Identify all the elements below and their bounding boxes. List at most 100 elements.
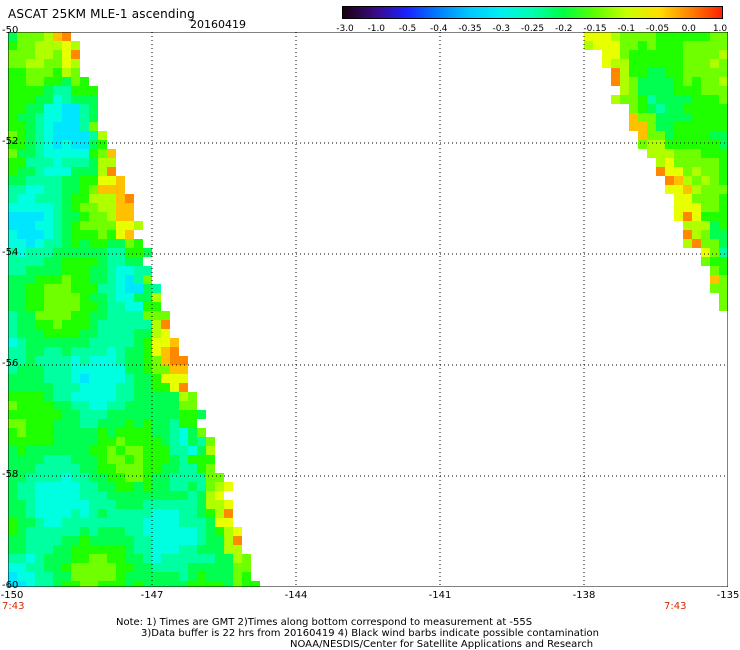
swath-cell	[71, 554, 80, 563]
swath-cell	[71, 428, 80, 437]
swath-cell	[125, 374, 134, 383]
swath-cell	[80, 509, 89, 518]
swath-cell	[89, 95, 98, 104]
swath-cell	[89, 356, 98, 365]
swath-cell	[71, 545, 80, 554]
swath-cell	[53, 50, 62, 59]
swath-cell	[8, 131, 17, 140]
swath-cell	[17, 572, 26, 581]
swath-cell	[215, 536, 224, 545]
swath-cell	[98, 419, 107, 428]
swath-cell	[107, 410, 116, 419]
swath-cell	[17, 239, 26, 248]
swath-cell	[692, 104, 701, 113]
swath-cell	[26, 446, 35, 455]
swath-cell	[98, 275, 107, 284]
swath-cell	[611, 95, 620, 104]
swath-cell	[107, 248, 116, 257]
swath-cell	[719, 140, 728, 149]
swath-cell	[656, 32, 665, 41]
swath-cell	[26, 194, 35, 203]
swath-cell	[62, 176, 71, 185]
longitude-label: -135	[716, 590, 740, 601]
swath-cell	[710, 266, 719, 275]
swath-cell	[71, 464, 80, 473]
swath-cell	[710, 68, 719, 77]
swath-cell	[215, 518, 224, 527]
swath-cell	[665, 95, 674, 104]
swath-cell	[26, 68, 35, 77]
swath-cell	[170, 392, 179, 401]
swath-cell	[143, 509, 152, 518]
swath-cell	[125, 536, 134, 545]
swath-cell	[161, 401, 170, 410]
swath-cell	[35, 158, 44, 167]
swath-cell	[26, 365, 35, 374]
swath-cell	[98, 239, 107, 248]
swath-cell	[98, 410, 107, 419]
swath-cell	[35, 104, 44, 113]
longitude-label: -144	[284, 590, 308, 601]
swath-cell	[692, 41, 701, 50]
swath-cell	[71, 491, 80, 500]
swath-cell	[89, 221, 98, 230]
swath-cell	[62, 419, 71, 428]
swath-cell	[62, 275, 71, 284]
swath-cell	[26, 230, 35, 239]
swath-cell	[44, 455, 53, 464]
swath-cell	[134, 374, 143, 383]
swath-cell	[26, 464, 35, 473]
swath-cell	[692, 194, 701, 203]
swath-cell	[125, 239, 134, 248]
swath-cell	[80, 437, 89, 446]
swath-cell	[134, 446, 143, 455]
swath-cell	[17, 275, 26, 284]
swath-cell	[197, 563, 206, 572]
swath-cell	[26, 347, 35, 356]
swath-cell	[152, 338, 161, 347]
color-scale-label: -0.05	[645, 24, 670, 34]
swath-cell	[8, 77, 17, 86]
swath-cell	[98, 221, 107, 230]
swath-cell	[44, 248, 53, 257]
swath-cell	[44, 500, 53, 509]
swath-cell	[26, 248, 35, 257]
swath-cell	[188, 392, 197, 401]
swath-cell	[35, 320, 44, 329]
swath-cell	[26, 95, 35, 104]
swath-cell	[35, 347, 44, 356]
swath-cell	[701, 41, 710, 50]
swath-cell	[620, 32, 629, 41]
swath-cell	[161, 536, 170, 545]
swath-cell	[35, 518, 44, 527]
swath-cell	[53, 311, 62, 320]
swath-cell	[80, 356, 89, 365]
swath-cell	[44, 158, 53, 167]
swath-cell	[53, 149, 62, 158]
swath-cell	[692, 212, 701, 221]
swath-cell	[8, 527, 17, 536]
swath-cell	[35, 32, 44, 41]
swath-cell	[116, 428, 125, 437]
swath-cell	[683, 221, 692, 230]
swath-cell	[62, 149, 71, 158]
swath-cell	[143, 437, 152, 446]
swath-cell	[44, 329, 53, 338]
swath-cell	[8, 59, 17, 68]
swath-cell	[125, 194, 134, 203]
swath-cell	[692, 140, 701, 149]
swath-cell	[44, 95, 53, 104]
swath-cell	[152, 428, 161, 437]
swath-cell	[161, 428, 170, 437]
swath-cell	[107, 365, 116, 374]
swath-cell	[692, 59, 701, 68]
swath-cell	[107, 230, 116, 239]
swath-cell	[53, 482, 62, 491]
swath-cell	[224, 500, 233, 509]
swath-cell	[143, 473, 152, 482]
swath-cell	[80, 401, 89, 410]
swath-cell	[719, 122, 728, 131]
swath-cell	[26, 518, 35, 527]
swath-cell	[17, 338, 26, 347]
swath-cell	[71, 293, 80, 302]
